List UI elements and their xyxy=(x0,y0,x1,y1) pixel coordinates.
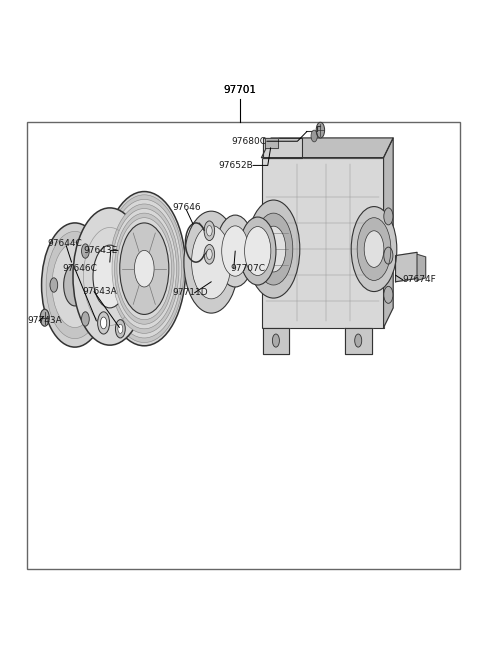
Ellipse shape xyxy=(351,206,397,291)
Text: 97701: 97701 xyxy=(224,85,256,96)
Polygon shape xyxy=(263,138,302,158)
Ellipse shape xyxy=(52,242,97,328)
Ellipse shape xyxy=(117,217,172,320)
Ellipse shape xyxy=(93,245,127,308)
Text: 97674F: 97674F xyxy=(403,275,436,284)
Polygon shape xyxy=(396,252,417,282)
Text: 97707C: 97707C xyxy=(230,264,265,273)
Polygon shape xyxy=(190,239,258,263)
Text: 97701: 97701 xyxy=(224,85,256,96)
Text: 97743A: 97743A xyxy=(27,316,62,326)
Ellipse shape xyxy=(316,122,324,138)
Ellipse shape xyxy=(97,312,109,334)
Ellipse shape xyxy=(384,286,393,303)
Ellipse shape xyxy=(192,225,231,299)
Ellipse shape xyxy=(384,247,393,264)
Text: 97711D: 97711D xyxy=(172,288,207,297)
Ellipse shape xyxy=(355,334,362,347)
Ellipse shape xyxy=(120,223,169,314)
Bar xyxy=(262,158,384,328)
Ellipse shape xyxy=(254,213,293,285)
Text: 97646C: 97646C xyxy=(62,264,97,273)
Ellipse shape xyxy=(206,249,212,259)
Polygon shape xyxy=(417,254,426,280)
Ellipse shape xyxy=(115,320,125,338)
Ellipse shape xyxy=(134,250,154,287)
Text: 97652B: 97652B xyxy=(218,161,253,170)
Ellipse shape xyxy=(100,317,107,329)
Ellipse shape xyxy=(64,264,86,306)
Ellipse shape xyxy=(50,278,58,292)
Ellipse shape xyxy=(204,244,215,264)
Polygon shape xyxy=(384,138,393,328)
Ellipse shape xyxy=(364,231,384,267)
Bar xyxy=(27,122,460,569)
Ellipse shape xyxy=(357,217,391,280)
Ellipse shape xyxy=(112,208,177,329)
Ellipse shape xyxy=(105,195,184,343)
Ellipse shape xyxy=(272,334,279,347)
Text: 97644C: 97644C xyxy=(48,239,83,248)
Ellipse shape xyxy=(103,191,186,346)
Ellipse shape xyxy=(384,208,393,225)
Ellipse shape xyxy=(114,213,174,324)
Ellipse shape xyxy=(240,217,276,285)
Polygon shape xyxy=(265,138,278,148)
Text: 97680C: 97680C xyxy=(231,137,266,145)
Ellipse shape xyxy=(40,309,49,326)
Text: 97643E: 97643E xyxy=(84,246,118,255)
Polygon shape xyxy=(262,138,393,158)
Ellipse shape xyxy=(107,199,181,338)
Ellipse shape xyxy=(118,324,123,333)
Ellipse shape xyxy=(204,221,215,240)
Ellipse shape xyxy=(311,130,317,142)
Ellipse shape xyxy=(42,223,108,347)
Ellipse shape xyxy=(46,231,104,339)
Ellipse shape xyxy=(261,226,286,272)
Polygon shape xyxy=(263,328,289,354)
Ellipse shape xyxy=(73,208,147,345)
Ellipse shape xyxy=(184,211,239,313)
Ellipse shape xyxy=(222,226,249,276)
Ellipse shape xyxy=(109,204,179,333)
Ellipse shape xyxy=(216,215,254,287)
Ellipse shape xyxy=(82,312,89,326)
Polygon shape xyxy=(345,328,372,354)
Text: 97643A: 97643A xyxy=(82,287,117,296)
Ellipse shape xyxy=(82,244,89,258)
Ellipse shape xyxy=(247,200,300,298)
Ellipse shape xyxy=(245,227,271,276)
Ellipse shape xyxy=(206,225,212,236)
Text: 97646: 97646 xyxy=(172,204,201,212)
